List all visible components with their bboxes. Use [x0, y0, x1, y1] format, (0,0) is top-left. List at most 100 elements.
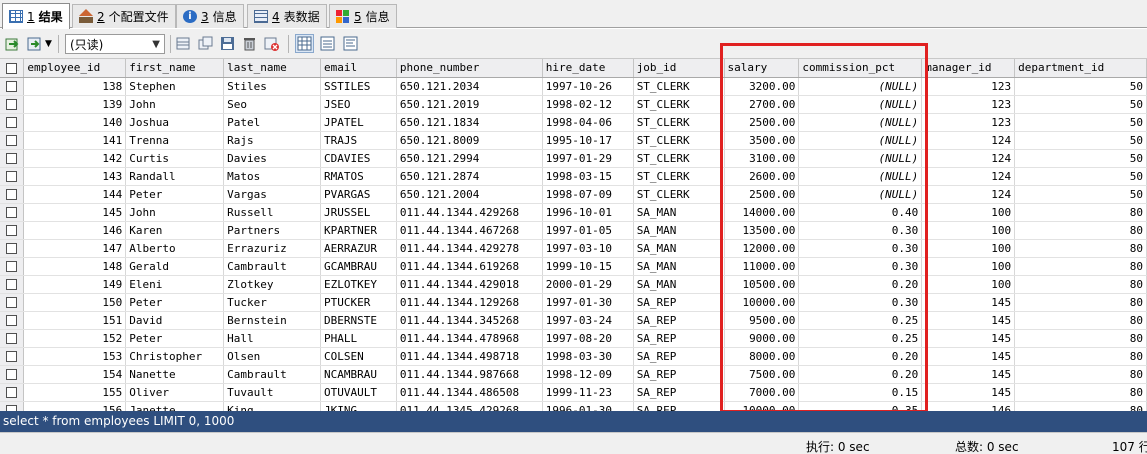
cell-employee-id[interactable]: 150	[23, 293, 127, 312]
cell-commission-pct[interactable]: (NULL)	[798, 185, 923, 204]
table-row[interactable]: 139 John Seo JSEO 650.121.2019 1998-02-12 ST_C…	[0, 95, 1147, 114]
cell-first-name[interactable]: John	[125, 95, 225, 114]
cell-hire-date[interactable]: 1999-10-15	[542, 257, 634, 276]
cell-salary[interactable]: 7000.00	[724, 383, 800, 402]
cell-salary[interactable]: 2600.00	[724, 167, 800, 186]
cell-employee-id[interactable]: 156	[23, 401, 127, 411]
cell-department-id[interactable]: 80	[1014, 203, 1147, 222]
cell-email[interactable]: RMATOS	[320, 167, 397, 186]
cell-department-id[interactable]: 80	[1014, 347, 1147, 366]
cell-last-name[interactable]: Bernstein	[223, 311, 321, 330]
cell-first-name[interactable]: Joshua	[125, 113, 225, 132]
cell-manager-id[interactable]: 124	[921, 167, 1016, 186]
cell-salary[interactable]: 9500.00	[724, 311, 800, 330]
export-button[interactable]	[3, 34, 22, 53]
cell-department-id[interactable]: 80	[1014, 239, 1147, 258]
table-row[interactable]: 140 Joshua Patel JPATEL 650.121.1834 1998-04-…	[0, 113, 1147, 132]
column-header-commission-pct[interactable]: commission_pct	[798, 59, 923, 78]
cell-phone-number[interactable]: 011.44.1344.467268	[396, 221, 543, 240]
cell-phone-number[interactable]: 011.44.1345.429268	[396, 401, 543, 411]
cell-phone-number[interactable]: 650.121.1834	[396, 113, 543, 132]
cell-first-name[interactable]: Karen	[125, 221, 225, 240]
cell-commission-pct[interactable]: (NULL)	[798, 113, 923, 132]
row-checkbox[interactable]	[0, 239, 25, 258]
table-row[interactable]: 150 Peter Tucker PTUCKER 011.44.1344.129268 1…	[0, 293, 1147, 312]
cell-manager-id[interactable]: 123	[921, 95, 1016, 114]
cell-email[interactable]: PHALL	[320, 329, 397, 348]
cell-phone-number[interactable]: 650.121.2019	[396, 95, 543, 114]
cell-department-id[interactable]: 50	[1014, 131, 1147, 150]
cell-salary[interactable]: 2700.00	[724, 95, 800, 114]
cell-department-id[interactable]: 80	[1014, 329, 1147, 348]
cell-salary[interactable]: 12000.00	[724, 239, 800, 258]
table-row[interactable]: 151 David Bernstein DBERNSTE 011.44.1344.345…	[0, 311, 1147, 330]
table-row[interactable]: 146 Karen Partners KPARTNER 011.44.1344.4672…	[0, 221, 1147, 240]
row-checkbox[interactable]	[0, 203, 25, 222]
row-checkbox[interactable]	[0, 167, 25, 186]
cell-hire-date[interactable]: 1998-03-30	[542, 347, 634, 366]
cell-email[interactable]: JRUSSEL	[320, 203, 397, 222]
cell-first-name[interactable]: Nanette	[125, 365, 225, 384]
cell-first-name[interactable]: Janette	[125, 401, 225, 411]
duplicate-row-button[interactable]	[196, 34, 215, 53]
cell-job-id[interactable]: SA_MAN	[633, 275, 725, 294]
cell-phone-number[interactable]: 650.121.2994	[396, 149, 543, 168]
cell-email[interactable]: EZLOTKEY	[320, 275, 397, 294]
cell-manager-id[interactable]: 100	[921, 275, 1016, 294]
cell-last-name[interactable]: Cambrault	[223, 257, 321, 276]
cell-email[interactable]: SSTILES	[320, 77, 397, 96]
read-only-mode-select[interactable]: (只读) ▼	[65, 34, 165, 54]
cell-employee-id[interactable]: 140	[23, 113, 127, 132]
cell-hire-date[interactable]: 1998-03-15	[542, 167, 634, 186]
cell-email[interactable]: KPARTNER	[320, 221, 397, 240]
row-checkbox[interactable]	[0, 185, 25, 204]
cell-hire-date[interactable]: 1997-03-24	[542, 311, 634, 330]
cell-first-name[interactable]: David	[125, 311, 225, 330]
tab-table-data[interactable]: 4 表数据	[247, 4, 327, 28]
cell-last-name[interactable]: King	[223, 401, 321, 411]
cell-job-id[interactable]: ST_CLERK	[633, 113, 725, 132]
cell-phone-number[interactable]: 011.44.1344.129268	[396, 293, 543, 312]
cell-employee-id[interactable]: 144	[23, 185, 127, 204]
cell-commission-pct[interactable]: (NULL)	[798, 167, 923, 186]
cell-hire-date[interactable]: 2000-01-29	[542, 275, 634, 294]
cell-commission-pct[interactable]: (NULL)	[798, 95, 923, 114]
cell-job-id[interactable]: SA_MAN	[633, 221, 725, 240]
cell-job-id[interactable]: SA_REP	[633, 347, 725, 366]
column-header-manager-id[interactable]: manager_id	[921, 59, 1016, 78]
row-checkbox[interactable]	[0, 329, 25, 348]
cell-email[interactable]: OTUVAULT	[320, 383, 397, 402]
cell-department-id[interactable]: 50	[1014, 113, 1147, 132]
cell-manager-id[interactable]: 146	[921, 401, 1016, 411]
cell-hire-date[interactable]: 1997-01-29	[542, 149, 634, 168]
table-row[interactable]: 144 Peter Vargas PVARGAS 650.121.2004 1998-07…	[0, 185, 1147, 204]
table-row[interactable]: 156 Janette King JKING 011.44.1345.429268 199…	[0, 401, 1147, 411]
cell-salary[interactable]: 10000.00	[724, 401, 800, 411]
cell-manager-id[interactable]: 100	[921, 221, 1016, 240]
tab-profiles[interactable]: 2 个配置文件	[72, 4, 176, 28]
cell-first-name[interactable]: Oliver	[125, 383, 225, 402]
cell-manager-id[interactable]: 100	[921, 257, 1016, 276]
cell-job-id[interactable]: ST_CLERK	[633, 131, 725, 150]
tab-info-2[interactable]: 5 信息	[329, 4, 397, 28]
cell-employee-id[interactable]: 149	[23, 275, 127, 294]
cell-phone-number[interactable]: 650.121.8009	[396, 131, 543, 150]
row-checkbox[interactable]	[0, 221, 25, 240]
cell-last-name[interactable]: Stiles	[223, 77, 321, 96]
cell-department-id[interactable]: 50	[1014, 185, 1147, 204]
cell-last-name[interactable]: Seo	[223, 95, 321, 114]
row-checkbox[interactable]	[0, 257, 25, 276]
cell-job-id[interactable]: SA_REP	[633, 329, 725, 348]
cell-hire-date[interactable]: 1998-07-09	[542, 185, 634, 204]
cell-commission-pct[interactable]: 0.30	[798, 221, 923, 240]
cell-salary[interactable]: 3200.00	[724, 77, 800, 96]
cell-phone-number[interactable]: 011.44.1344.619268	[396, 257, 543, 276]
cell-manager-id[interactable]: 124	[921, 185, 1016, 204]
cell-email[interactable]: DBERNSTE	[320, 311, 397, 330]
cell-last-name[interactable]: Olsen	[223, 347, 321, 366]
table-row[interactable]: 153 Christopher Olsen COLSEN 011.44.1344.498…	[0, 347, 1147, 366]
cell-manager-id[interactable]: 145	[921, 311, 1016, 330]
cancel-changes-button[interactable]	[262, 34, 281, 53]
cell-job-id[interactable]: ST_CLERK	[633, 185, 725, 204]
cell-salary[interactable]: 10500.00	[724, 275, 800, 294]
